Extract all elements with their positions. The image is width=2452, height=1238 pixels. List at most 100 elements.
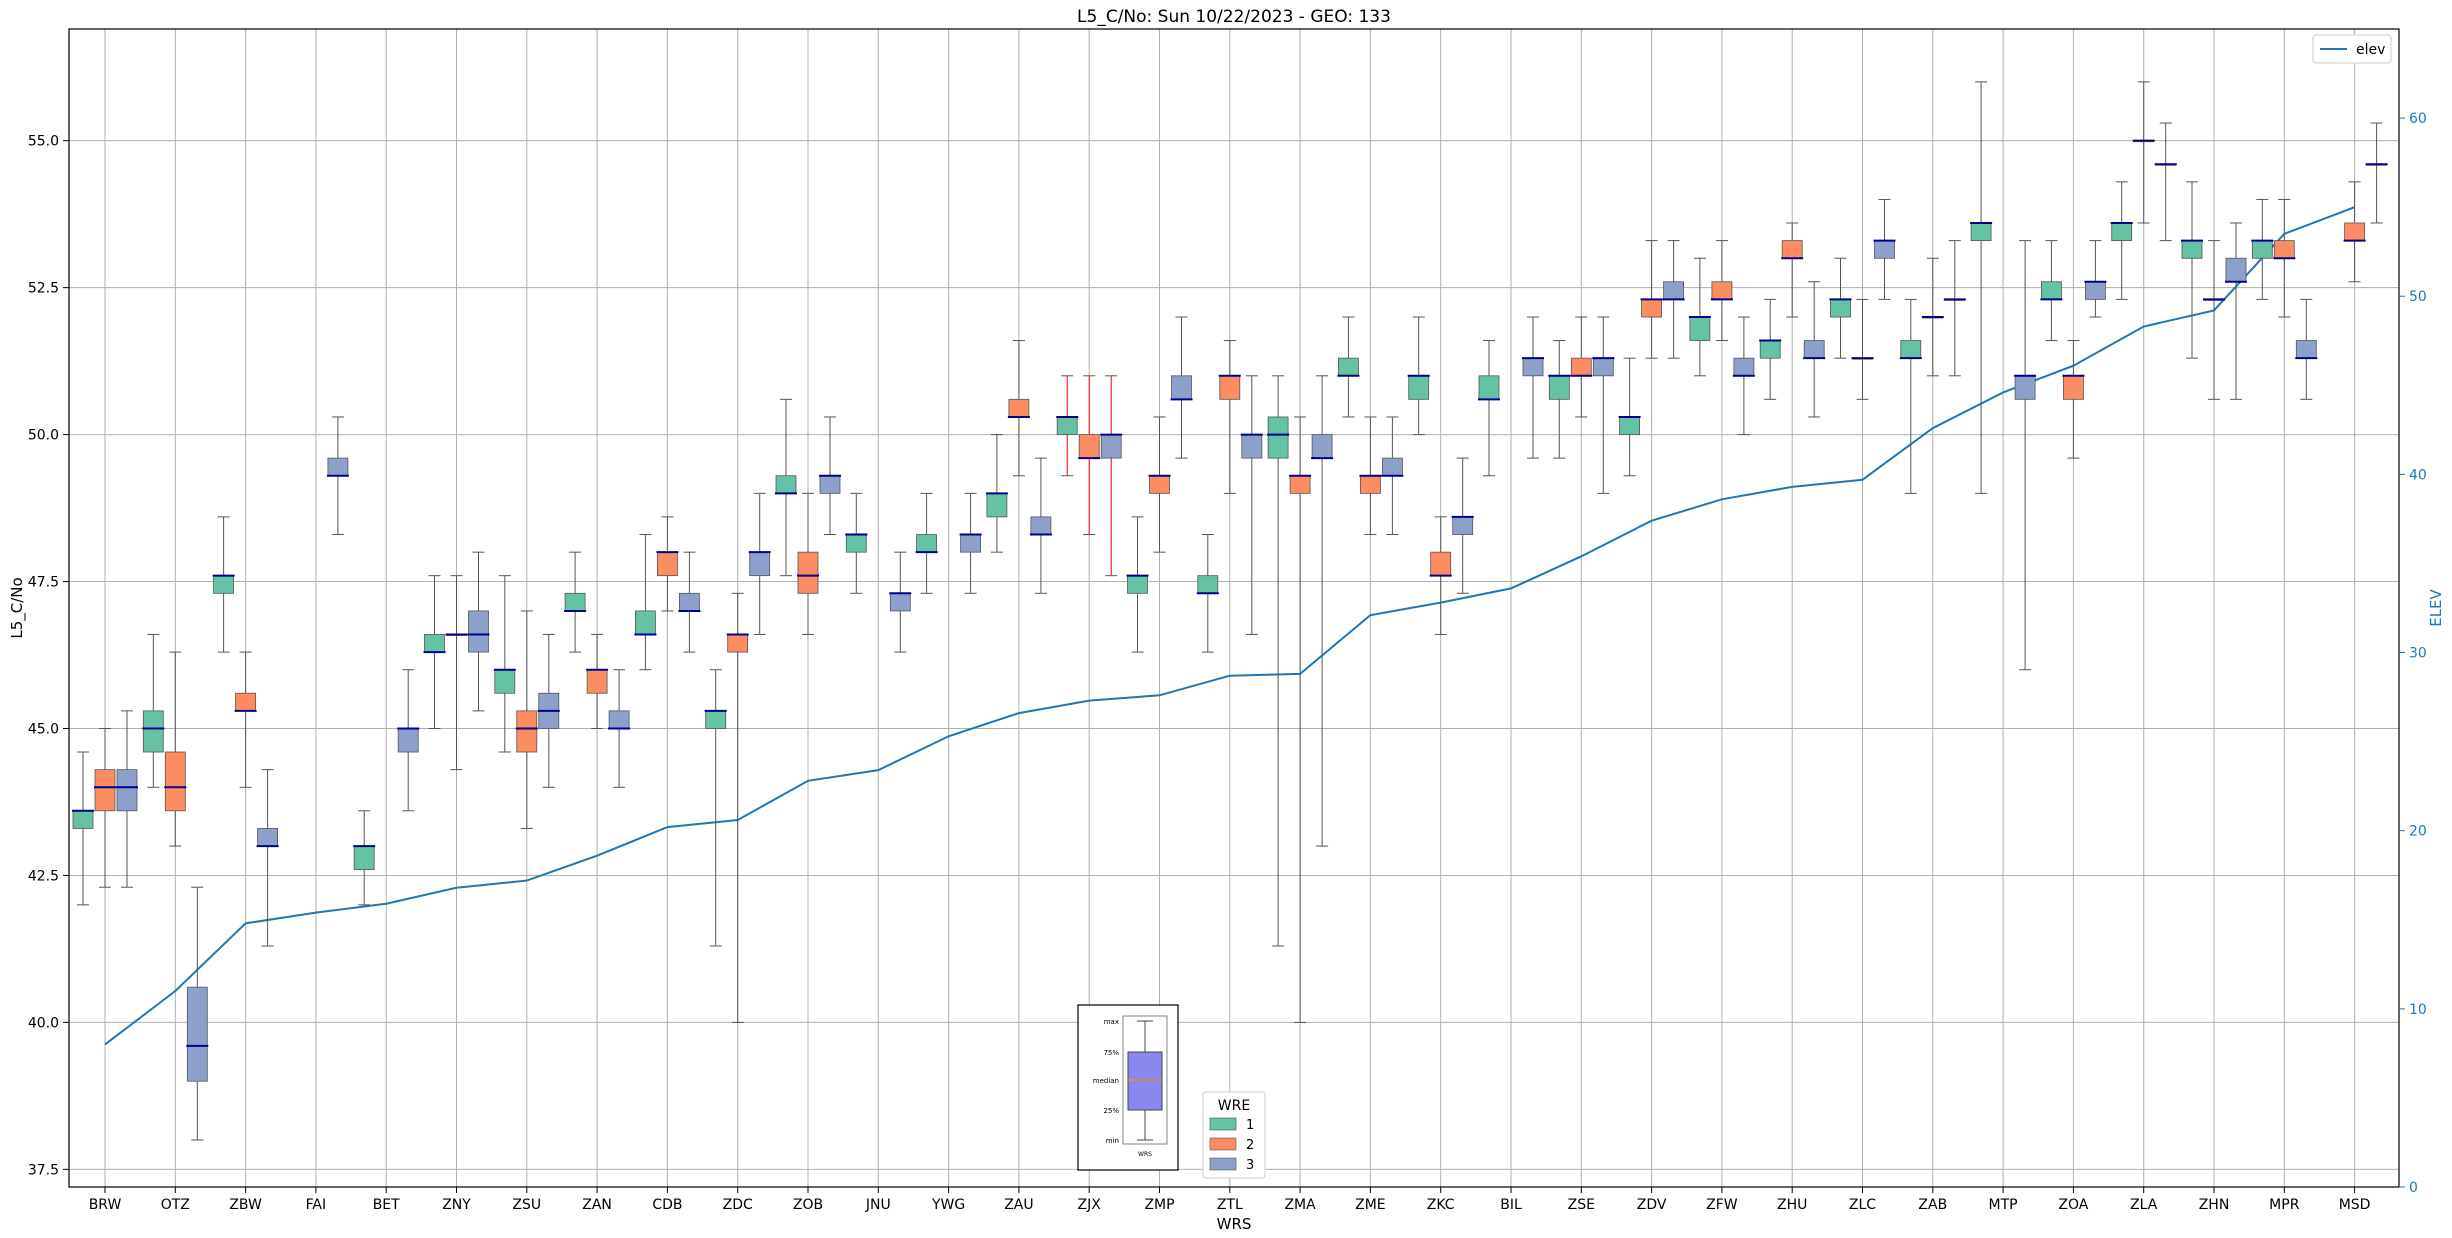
y2-tick-label: 50 <box>2409 289 2427 305</box>
box-wre1-otz <box>142 633 165 788</box>
x-tick-label: MSD <box>2339 1197 2371 1213</box>
box-wre3-zmp <box>1170 316 1193 459</box>
box-wre3-mtp <box>2014 240 2037 671</box>
y2-axis-label: ELEV <box>2427 588 2445 626</box>
box-wre1-zbw <box>212 516 235 653</box>
x-tick-label: ZAU <box>1004 1197 1033 1213</box>
box-iqr <box>1056 416 1078 435</box>
y-tick-label: 45.0 <box>28 722 59 738</box>
y2-tick-label: 0 <box>2409 1180 2418 1196</box>
box-wre1-zoa <box>2040 240 2063 342</box>
box-wre1-bil <box>1478 340 1500 477</box>
box-iqr <box>2273 240 2295 259</box>
box-wre2-zdv <box>1640 240 1663 359</box>
y-tick-label: 42.5 <box>28 868 59 884</box>
box-wre3-bet <box>397 669 420 812</box>
box-iqr <box>186 986 208 1082</box>
box-iqr <box>116 769 138 812</box>
box-iqr <box>1570 357 1592 377</box>
inset-label-q3: 75% <box>1103 1049 1119 1057</box>
box-wre3-zjx <box>1100 375 1123 577</box>
inset-label-min: min <box>1106 1137 1119 1145</box>
wre-legend-swatch-1 <box>1209 1117 1237 1131</box>
box-iqr <box>1619 416 1640 435</box>
box-wre2-zan <box>586 633 609 730</box>
x-tick-label: FAI <box>306 1197 326 1213</box>
wre-legend-swatch-3 <box>1209 1157 1237 1171</box>
box-wre2-otz <box>164 651 187 847</box>
y2-tick-label: 40 <box>2409 467 2427 483</box>
box-iqr <box>727 634 749 653</box>
y-tick-label: 47.5 <box>28 575 59 591</box>
box-iqr <box>1781 240 1803 259</box>
box-wre3-zfw <box>1732 316 1755 436</box>
box-iqr <box>1127 575 1148 594</box>
box-wre3-zma <box>1311 375 1334 847</box>
box-wre1-zma <box>1267 375 1290 947</box>
box-wre1-mtp <box>1970 81 1993 494</box>
box-iqr <box>749 551 771 577</box>
box-iqr <box>1803 340 1825 359</box>
box-iqr <box>213 575 235 594</box>
box-wre2-zjx <box>1078 375 1101 536</box>
box-wre2-zdc <box>726 592 749 1023</box>
box-wre3-cdb <box>678 551 701 653</box>
x-tick-label: ZAB <box>1918 1197 1947 1213</box>
box-wre1-mpr <box>2251 198 2274 300</box>
box-iqr <box>819 475 841 494</box>
box-wre2-zab <box>1921 257 1944 377</box>
box-iqr <box>1430 551 1452 577</box>
x-tick-label: ZBW <box>229 1197 262 1213</box>
x-tick-label: BRW <box>89 1197 122 1213</box>
wre-legend: WRE 1 2 3 <box>1202 1091 1266 1179</box>
x-tick-label: ZLA <box>2130 1197 2158 1213</box>
box-wre3-zan <box>608 669 631 788</box>
y2-tick-label: 60 <box>2409 111 2427 127</box>
inset-label-max: max <box>1104 1018 1119 1026</box>
y-axis-label: L5_C/No <box>8 577 27 638</box>
box-wre2-cdb <box>656 516 679 612</box>
box-iqr <box>1311 434 1333 459</box>
box-wre3-msd <box>2365 122 2388 224</box>
chart-title: L5_C/No: Sun 10/22/2023 - GEO: 133 <box>1077 7 1391 27</box>
box-iqr <box>164 751 186 812</box>
x-tick-label: OTZ <box>161 1197 190 1213</box>
box-wre1-zab <box>1899 298 1922 494</box>
box-iqr <box>2295 340 2317 359</box>
x-tick-label: ZSU <box>512 1197 541 1213</box>
box-iqr <box>1289 475 1311 494</box>
box-iqr <box>94 769 116 812</box>
x-tick-label: ZKC <box>1427 1197 1455 1213</box>
box-wre1-zhn <box>2181 181 2203 359</box>
box-iqr <box>1478 375 1500 400</box>
x-tick-label: CDB <box>652 1197 682 1213</box>
box-wre1-zmp <box>1126 516 1149 653</box>
box-iqr <box>1900 340 1922 359</box>
box-iqr <box>516 710 538 753</box>
box-wre3-brw <box>116 710 138 888</box>
box-wre2-msd <box>2343 181 2366 283</box>
box-iqr <box>1733 357 1755 377</box>
x-tick-label: BET <box>373 1197 400 1213</box>
box-wre1-cdb <box>634 534 657 671</box>
y-tick-label: 52.5 <box>28 281 59 297</box>
box-iqr <box>2344 222 2366 242</box>
box-iqr <box>586 669 608 694</box>
box-wre3-otz <box>186 886 209 1141</box>
x-tick-label: ZAN <box>582 1197 612 1213</box>
axes: 37.5 40.0 42.5 45.0 47.5 50.0 52.5 55.0 0 10 20 30 4… <box>28 111 2427 1213</box>
box-wre1-ywg <box>915 492 938 594</box>
box-wre3-zoa <box>2084 240 2107 318</box>
y-tick-label: 50.0 <box>28 428 59 444</box>
box-wre1-zse <box>1548 340 1571 459</box>
box-wre3-zkc <box>1451 457 1474 594</box>
inset-label-median: median <box>1093 1077 1119 1085</box>
x-tick-label: ZSE <box>1568 1197 1595 1213</box>
box-wre1-zme <box>1337 316 1360 418</box>
box-iqr <box>960 534 981 553</box>
box-wre2-zma <box>1289 416 1312 1023</box>
box-wre1-zjx <box>1056 375 1079 477</box>
box-iqr <box>142 710 164 753</box>
x-tick-label: ZOB <box>793 1197 823 1213</box>
